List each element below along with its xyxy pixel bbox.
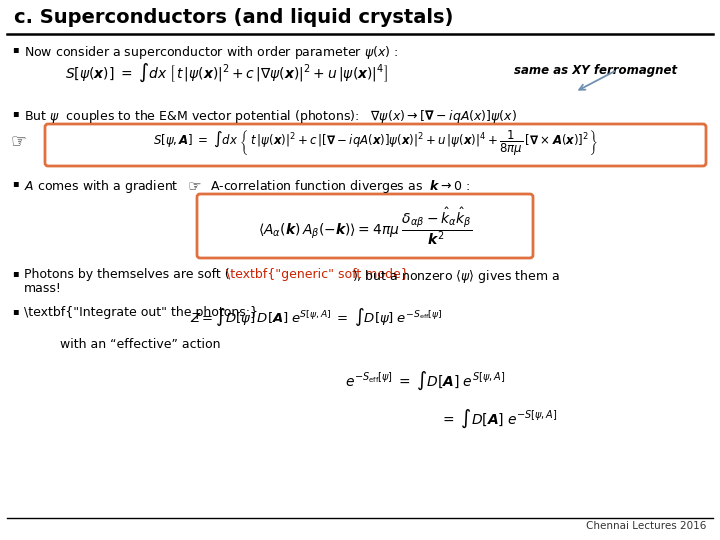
Text: ▪: ▪ xyxy=(12,108,19,118)
Text: $\langle A_\alpha(\boldsymbol{k})\, A_\beta(-\boldsymbol{k}) \rangle = 4\pi\mu\;: $\langle A_\alpha(\boldsymbol{k})\, A_\b… xyxy=(258,205,472,247)
Text: with an “effective” action: with an “effective” action xyxy=(60,338,220,351)
Text: ☞: ☞ xyxy=(188,179,202,194)
Text: \textbf{"Integrate out" the photons:}: \textbf{"Integrate out" the photons:} xyxy=(24,306,258,319)
Text: $A$ comes with a gradient: $A$ comes with a gradient xyxy=(24,178,179,195)
Text: c. Superconductors (and liquid crystals): c. Superconductors (and liquid crystals) xyxy=(14,8,454,27)
Text: $S[\psi, \boldsymbol{A}] \;=\; \int dx \;\left\{\, t\,|\psi(\boldsymbol{x})|^2 +: $S[\psi, \boldsymbol{A}] \;=\; \int dx \… xyxy=(153,129,598,158)
Text: mass!: mass! xyxy=(24,282,62,295)
Text: $e^{-S_{\mathrm{eff}}[\psi]} \;=\; \int D[\boldsymbol{A}]\; e^{S[\psi,A]}$: $e^{-S_{\mathrm{eff}}[\psi]} \;=\; \int … xyxy=(345,370,505,393)
FancyBboxPatch shape xyxy=(197,194,533,258)
Text: ▪: ▪ xyxy=(12,306,19,316)
Text: ), but a nonzero $\langle\psi\rangle$ gives them a: ), but a nonzero $\langle\psi\rangle$ gi… xyxy=(352,268,560,285)
Text: ▪: ▪ xyxy=(12,44,19,54)
Text: $S[\psi(\boldsymbol{x})] \;=\; \int dx \;\left[\, t\,|\psi(\boldsymbol{x})|^2 + : $S[\psi(\boldsymbol{x})] \;=\; \int dx \… xyxy=(65,62,388,84)
Text: A-correlation function diverges as  $\boldsymbol{k} \to 0$ :: A-correlation function diverges as $\bol… xyxy=(210,178,470,195)
Text: But $\psi$  couples to the E&M vector potential (photons):   $\nabla\psi(x) \to : But $\psi$ couples to the E&M vector pot… xyxy=(24,108,517,125)
Text: ▪: ▪ xyxy=(12,178,19,188)
Text: $= \;\int D[\boldsymbol{A}]\; e^{-S[\psi,A]}$: $= \;\int D[\boldsymbol{A}]\; e^{-S[\psi… xyxy=(440,408,557,430)
Text: $Z = \int D[\psi]\, D[\boldsymbol{A}]\; e^{S[\psi,A]} \;=\; \int D[\psi]\; e^{-S: $Z = \int D[\psi]\, D[\boldsymbol{A}]\; … xyxy=(190,306,443,328)
Text: Now consider a superconductor with order parameter $\psi(x)$ :: Now consider a superconductor with order… xyxy=(24,44,398,61)
Text: ▪: ▪ xyxy=(12,268,19,278)
FancyBboxPatch shape xyxy=(45,124,706,166)
Text: \textbf{"generic" soft mode}: \textbf{"generic" soft mode} xyxy=(226,268,409,281)
Text: Chennai Lectures 2016: Chennai Lectures 2016 xyxy=(585,521,706,531)
Text: same as XY ferromagnet: same as XY ferromagnet xyxy=(514,64,677,77)
Text: Photons by themselves are soft (: Photons by themselves are soft ( xyxy=(24,268,230,281)
Text: ☞: ☞ xyxy=(10,132,26,150)
